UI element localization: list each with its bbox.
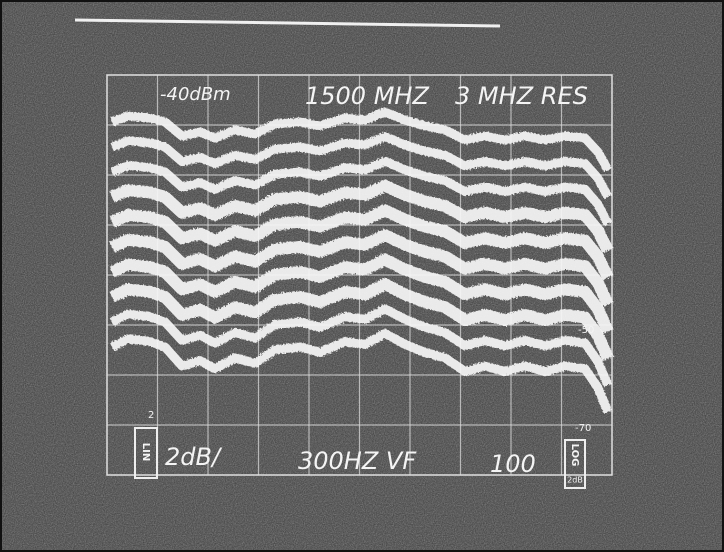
scale-label: -70 [575,423,591,434]
page: LIN LOG 2dB -40dBm 1500 MHZ 3 MHZ RES 2d… [0,0,724,552]
right-mode-scale: 2dB [567,476,583,485]
right-mode: LOG [569,444,580,467]
left-marker: 2 [148,410,154,421]
center-frequency: 1500 MHZ [305,82,429,110]
resolution: 3 MHZ RES [455,82,588,110]
left-mode: LIN [140,443,151,461]
scale-label: -50 [578,325,594,336]
reference-level: -40dBm [160,84,231,105]
span: 100 [490,450,536,478]
video-filter: 300HZ VF [298,447,417,475]
analyzer-photo: LIN LOG 2dB -40dBm 1500 MHZ 3 MHZ RES 2d… [0,0,724,552]
scale: 2dB/ [165,443,223,471]
